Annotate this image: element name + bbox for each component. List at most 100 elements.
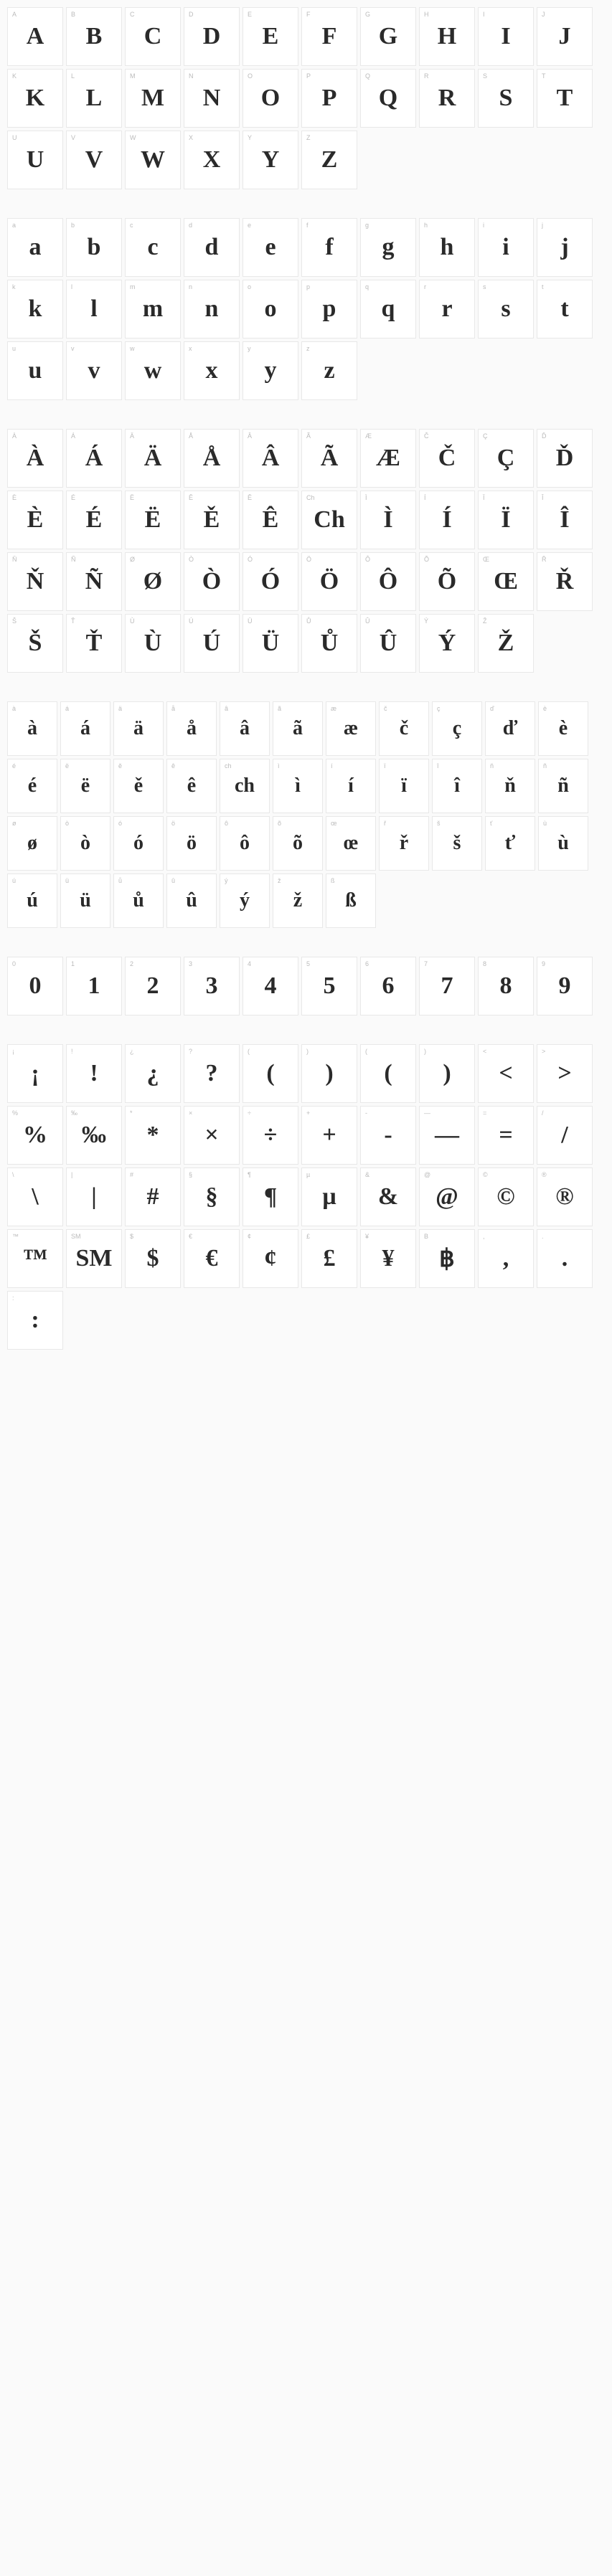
glyph-cell: ¥¥	[360, 1229, 416, 1288]
glyph-cell: 22	[125, 957, 181, 1015]
glyph-cell: ää	[113, 701, 164, 756]
glyph: K	[26, 85, 44, 112]
cell-label: ch	[225, 762, 232, 770]
glyph: o	[265, 295, 277, 323]
cell-label: á	[65, 705, 69, 712]
cell-label: â	[225, 705, 228, 712]
cell-label: b	[71, 222, 75, 229]
glyph: G	[379, 23, 397, 50]
glyph-cell: ŤŤ	[66, 614, 122, 673]
cell-label: Ž	[483, 617, 487, 625]
glyph: ě	[134, 775, 143, 797]
glyph: Ã	[321, 445, 339, 472]
cell-label: R	[424, 72, 429, 80]
cell-label: |	[71, 1171, 72, 1178]
cell-label: Â	[248, 432, 252, 440]
cell-label: Ď	[542, 432, 547, 440]
glyph-cell: ¶¶	[243, 1168, 298, 1226]
glyph-cell: hh	[419, 218, 475, 277]
section-uppercase: AABBCCDDEEFFGGHHIIJJKKLLMMNNOOPPQQRRSSTT…	[7, 7, 605, 189]
glyph: %	[23, 1122, 47, 1149]
glyph-cell: XX	[184, 131, 240, 189]
glyph-cell: SMSM	[66, 1229, 122, 1288]
cell-label: S	[483, 72, 487, 80]
cell-label: e	[248, 222, 251, 229]
cell-label: 6	[365, 960, 369, 967]
cell-label: .	[542, 1233, 544, 1240]
cell-label: —	[424, 1109, 430, 1117]
glyph: A	[27, 23, 44, 50]
cell-label: =	[483, 1109, 486, 1117]
glyph: b	[88, 234, 101, 261]
glyph: Ě	[204, 506, 220, 534]
cell-label: ê	[171, 762, 175, 770]
glyph-cell: uu	[7, 341, 63, 400]
glyph-cell: xx	[184, 341, 240, 400]
cell-label: ‰	[71, 1109, 77, 1117]
glyph: 4	[265, 972, 277, 1000]
glyph-cell: 99	[537, 957, 593, 1015]
glyph: ň	[504, 775, 516, 797]
glyph-cell: ÂÂ	[243, 429, 298, 488]
cell-label: ä	[118, 705, 122, 712]
cell-label: £	[306, 1233, 310, 1240]
cell-label: M	[130, 72, 136, 80]
cell-label: W	[130, 134, 136, 141]
cell-label: C	[130, 11, 135, 18]
glyph: c	[147, 234, 158, 261]
cell-label: Y	[248, 134, 252, 141]
glyph: ò	[80, 832, 90, 855]
glyph: w	[144, 357, 162, 384]
glyph-cell: 44	[243, 957, 298, 1015]
glyph: m	[143, 295, 163, 323]
cell-label: y	[248, 345, 251, 352]
glyph-cell: ďď	[485, 701, 535, 756]
cell-label: Å	[189, 432, 193, 440]
glyph-cell: TT	[537, 69, 593, 128]
glyph-cell: 33	[184, 957, 240, 1015]
glyph-cell: ÷÷	[243, 1106, 298, 1165]
cell-label: Ř	[542, 556, 547, 563]
cell-label: ů	[118, 877, 122, 884]
glyph: Š	[29, 630, 42, 657]
glyph: C	[144, 23, 162, 50]
glyph-cell: <<	[478, 1044, 534, 1103]
glyph: Ü	[262, 630, 280, 657]
glyph-chart: AABBCCDDEEFFGGHHIIJJKKLLMMNNOOPPQQRRSSTT…	[7, 7, 605, 1350]
cell-label: í	[331, 762, 333, 770]
cell-label: æ	[331, 705, 336, 712]
cell-label: Ï	[483, 494, 485, 501]
glyph: À	[27, 445, 44, 472]
glyph-cell: ™™	[7, 1229, 63, 1288]
cell-label: Œ	[483, 556, 489, 563]
glyph-cell: ëë	[60, 759, 110, 813]
glyph: ¥	[382, 1245, 395, 1272]
cell-label: #	[130, 1171, 133, 1178]
glyph-cell: **	[125, 1106, 181, 1165]
glyph: 0	[29, 972, 42, 1000]
glyph-cell: ==	[478, 1106, 534, 1165]
glyph-cell: ®®	[537, 1168, 593, 1226]
glyph: 1	[88, 972, 100, 1000]
glyph: (	[266, 1060, 274, 1087]
glyph-cell: ùù	[538, 816, 588, 871]
glyph-cell: åå	[166, 701, 217, 756]
cell-label: 8	[483, 960, 486, 967]
glyph-cell: €€	[184, 1229, 240, 1288]
glyph: ř	[400, 832, 408, 855]
cell-label: Ù	[130, 617, 135, 625]
cell-label: å	[171, 705, 175, 712]
glyph-cell: ÌÌ	[360, 491, 416, 549]
glyph-cell: ÙÙ	[125, 614, 181, 673]
cell-label: -	[365, 1109, 367, 1117]
glyph: $	[147, 1245, 159, 1272]
glyph-cell: ÅÅ	[184, 429, 240, 488]
glyph: &	[378, 1183, 398, 1211]
glyph: l	[90, 295, 97, 323]
cell-label: F	[306, 11, 311, 18]
glyph: )	[443, 1060, 451, 1087]
glyph-cell: ++	[301, 1106, 357, 1165]
glyph-cell: yy	[243, 341, 298, 400]
glyph-cell: JJ	[537, 7, 593, 66]
glyph: č	[400, 717, 408, 740]
